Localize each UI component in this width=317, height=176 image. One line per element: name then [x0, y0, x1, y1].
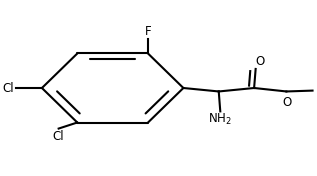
Text: Cl: Cl: [53, 130, 64, 143]
Text: Cl: Cl: [3, 81, 14, 95]
Text: O: O: [282, 96, 292, 109]
Text: F: F: [145, 25, 151, 38]
Text: NH$_2$: NH$_2$: [208, 112, 232, 127]
Text: O: O: [256, 55, 265, 68]
